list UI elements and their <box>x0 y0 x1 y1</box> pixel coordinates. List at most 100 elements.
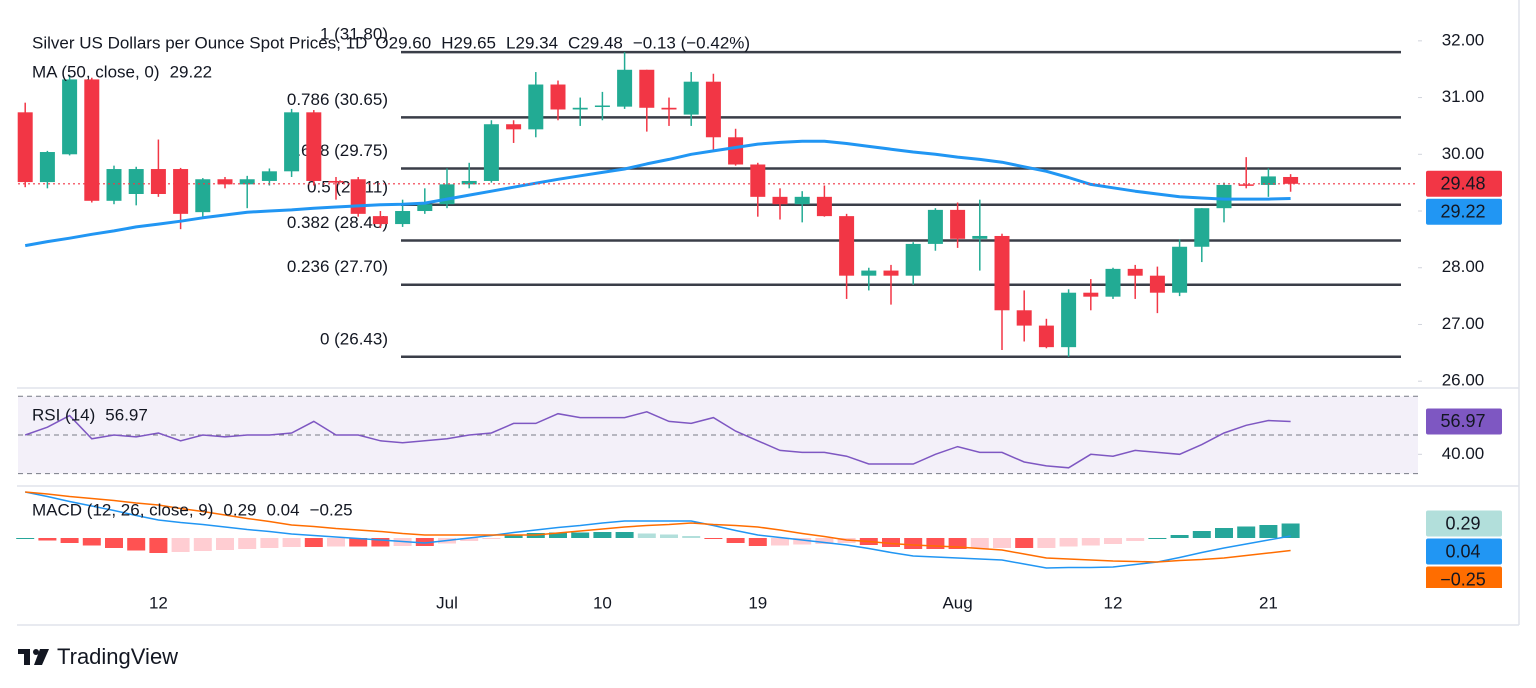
macd-histogram <box>615 532 634 538</box>
candle-body <box>284 112 300 172</box>
macd-histogram <box>948 538 967 549</box>
macd-histogram <box>504 535 523 538</box>
legend-text: C <box>568 33 580 52</box>
candle-body <box>994 235 1010 311</box>
value-tag-label: −0.25 <box>1440 569 1486 589</box>
candle-body <box>328 180 344 183</box>
macd-histogram <box>1104 538 1122 544</box>
macd-histogram <box>1237 526 1256 538</box>
candle-body <box>728 137 744 165</box>
candle-body <box>839 216 855 276</box>
macd-histogram <box>882 538 900 547</box>
x-tick-label: 19 <box>748 593 767 612</box>
macd-histogram <box>926 538 945 549</box>
candle-body <box>1216 184 1232 209</box>
macd-histogram <box>1126 538 1145 541</box>
candle-body <box>350 179 366 214</box>
candle-body <box>572 107 588 110</box>
y-tick-label: 26.00 <box>1442 371 1485 390</box>
value-tag-label: 0.29 <box>1445 513 1480 533</box>
legend-text: RSI (14) <box>32 405 95 424</box>
x-tick-label: Aug <box>942 593 972 612</box>
fib-label: 0.786 (30.65) <box>287 90 388 109</box>
macd-histogram <box>171 538 190 552</box>
macd-histogram <box>726 538 745 543</box>
macd-histogram <box>260 538 279 548</box>
macd-histogram <box>815 538 834 544</box>
legend-text: 29.34 <box>515 33 558 52</box>
candle-body <box>905 243 921 276</box>
macd-histogram <box>1081 538 1100 546</box>
candle-body <box>861 270 877 276</box>
value-tag-label: 0.04 <box>1445 541 1480 561</box>
macd-histogram <box>193 538 212 551</box>
value-tags: 29.48 29.22 56.97 0.29 0.04 −0.25 <box>1426 170 1502 589</box>
candle-body <box>883 270 899 276</box>
macd-histogram <box>682 536 701 538</box>
candle-body <box>683 81 699 115</box>
macd-histogram <box>415 538 434 546</box>
macd-histogram <box>282 538 301 547</box>
candle-body <box>1260 176 1276 185</box>
candle-body <box>239 179 255 185</box>
value-tag <box>1426 408 1502 435</box>
candle-body <box>927 209 943 244</box>
candle-body <box>1083 292 1099 297</box>
candle-body <box>372 216 388 225</box>
value-tag-label: 56.97 <box>1440 411 1485 431</box>
value-tag-label: 29.22 <box>1440 202 1485 222</box>
candle-body <box>1194 208 1210 247</box>
candle-body <box>1016 310 1032 326</box>
value-tag <box>1426 510 1502 537</box>
candle-body <box>461 180 477 185</box>
value-tag-label: 29.48 <box>1440 174 1485 194</box>
candle-body <box>62 79 78 155</box>
candle-body <box>128 169 144 194</box>
macd-histogram <box>349 538 368 547</box>
candle-body <box>84 79 100 201</box>
rsi-line <box>24 411 1291 469</box>
macd-histogram <box>371 538 390 547</box>
candle-body <box>639 69 655 108</box>
candle-body <box>1172 246 1188 293</box>
legend-text: MACD (12, 26, close, 9) <box>32 500 213 519</box>
legend-text: L <box>506 33 515 52</box>
candle-body <box>506 124 522 130</box>
candle-body <box>1149 275 1165 293</box>
legend-text: O <box>375 33 388 52</box>
candle-body <box>594 105 610 108</box>
macd-histogram <box>704 538 723 539</box>
macd-histogram <box>571 532 590 538</box>
candle-body <box>950 209 966 239</box>
footer-brand: TradingView <box>57 644 178 669</box>
logo-part <box>34 649 49 665</box>
frame <box>17 0 1520 626</box>
y-tick-label: 28.00 <box>1442 257 1485 276</box>
macd-histogram <box>482 538 501 539</box>
macd-histogram <box>1015 538 1034 548</box>
candle-body <box>705 81 721 138</box>
value-tag <box>1426 538 1502 565</box>
macd-line <box>25 491 1291 569</box>
legend-text: −0.25 <box>310 500 353 519</box>
macd-histogram <box>1170 535 1189 538</box>
candle-body <box>816 196 832 217</box>
x-tick-label: 12 <box>149 593 168 612</box>
y-tick-label: 30.00 <box>1442 144 1485 163</box>
macd-histogram <box>593 532 612 538</box>
candle-body <box>550 84 566 110</box>
macd-histogram <box>748 538 767 546</box>
candle-body <box>417 204 433 212</box>
macd-histogram <box>60 538 79 543</box>
candle-body <box>972 235 988 239</box>
candle-body <box>306 112 322 181</box>
candle-body <box>106 169 122 201</box>
x-tick-label: 10 <box>593 593 612 612</box>
tradingview-logo <box>18 649 49 665</box>
y-tick-label: 27.00 <box>1442 314 1485 333</box>
legend-text: 0.29 <box>223 500 256 519</box>
macd-histogram <box>82 538 101 546</box>
legend-text: MA (50, close, 0) <box>32 62 160 81</box>
macd-histogram <box>771 538 789 546</box>
candle-body <box>750 164 766 197</box>
